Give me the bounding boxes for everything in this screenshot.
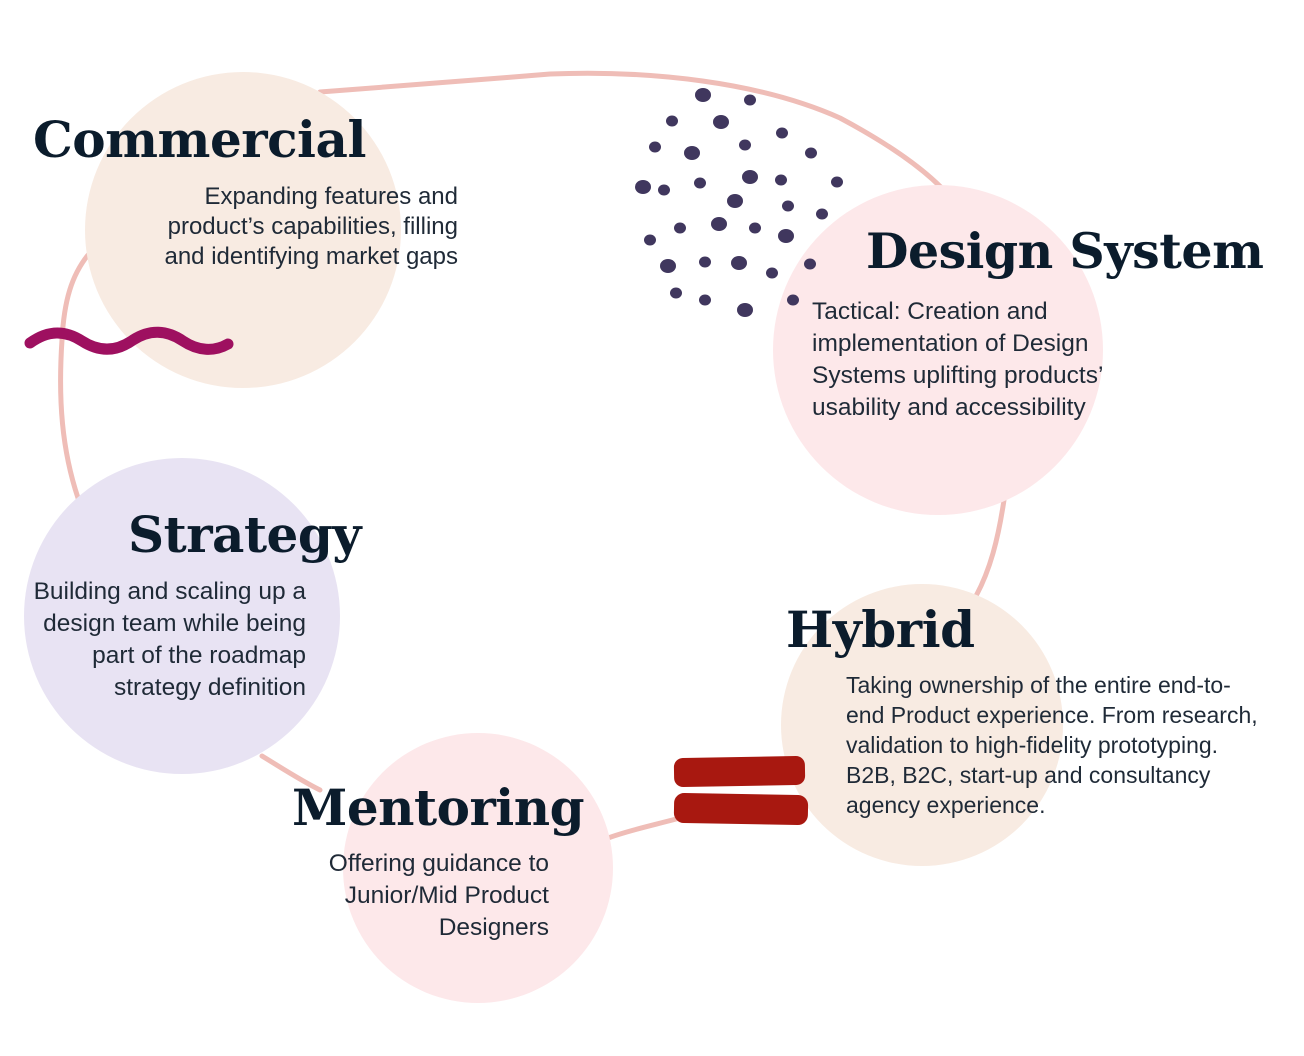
dot-decoration [805, 147, 817, 159]
dot-decoration [649, 141, 661, 153]
dot-decoration [737, 303, 753, 317]
dot-decoration [744, 94, 756, 106]
mentoring-description: Offering guidance to Junior/Mid Product … [328, 850, 549, 941]
dot-decoration [658, 184, 670, 196]
design-system-title: Design System [866, 222, 1264, 280]
design-system-circle [773, 185, 1103, 515]
dot-decoration [644, 234, 656, 246]
dot-decoration [713, 115, 729, 129]
dot-decoration [739, 139, 751, 151]
connector-loop [58, 70, 1007, 841]
dot-decoration [684, 146, 700, 160]
dot-decoration [699, 256, 711, 268]
hybrid-circle [781, 584, 1063, 866]
commercial-title: Commercial [33, 110, 366, 169]
stripe-decoration-top [673, 756, 806, 787]
dot-decoration [660, 259, 676, 273]
dot-pattern-decoration [635, 88, 843, 317]
squiggle-decoration [24, 326, 234, 355]
dot-decoration [787, 294, 799, 306]
dot-decoration [816, 208, 828, 220]
commercial-description: Expanding features and product’s capabil… [164, 183, 458, 270]
dot-decoration [670, 287, 682, 299]
dot-decoration [731, 256, 747, 270]
mentoring-title: Mentoring [292, 778, 585, 837]
hybrid-title: Hybrid [786, 600, 975, 659]
dot-decoration [766, 267, 778, 279]
dot-decoration [699, 294, 711, 306]
hybrid-description: Taking ownership of the entire end-to- e… [846, 672, 1258, 818]
dot-decoration [749, 222, 761, 234]
dot-decoration [727, 194, 743, 208]
dot-decoration [695, 88, 711, 102]
dot-decoration [782, 200, 794, 212]
dot-decoration [776, 127, 788, 139]
design-system-description: Tactical: Creation and implementation of… [812, 298, 1104, 421]
mentoring-circle [343, 733, 613, 1003]
dot-decoration [778, 229, 794, 243]
dot-decoration [635, 180, 651, 194]
dot-decoration [694, 177, 706, 189]
dot-decoration [674, 222, 686, 234]
dot-decoration [742, 170, 758, 184]
dot-decoration [711, 217, 727, 231]
dot-decoration [666, 115, 678, 127]
dot-decoration [804, 258, 816, 270]
strategy-circle [24, 458, 340, 774]
stripe-decoration-bottom [673, 793, 809, 826]
strategy-description: Building and scaling up a design team wh… [33, 578, 306, 701]
dot-decoration [775, 174, 787, 186]
strategy-title: Strategy [128, 505, 361, 564]
commercial-circle [85, 72, 401, 388]
dot-decoration [831, 176, 843, 188]
